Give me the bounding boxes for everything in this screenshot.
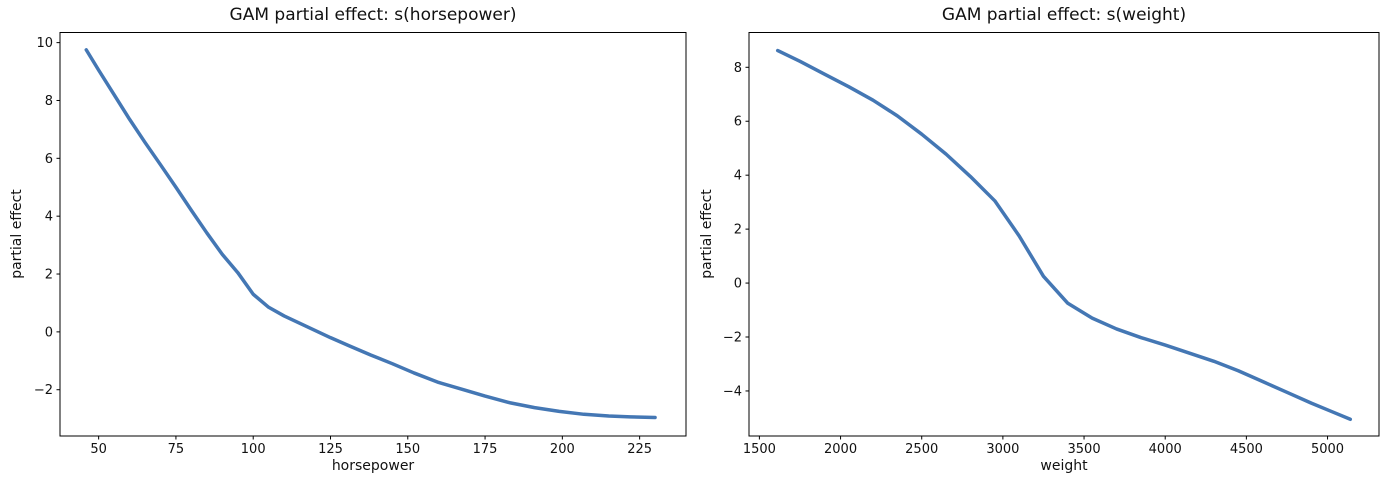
x-tick-label: 1500 bbox=[743, 442, 776, 457]
chart-title: GAM partial effect: s(weight) bbox=[941, 5, 1187, 25]
x-tick-label: 225 bbox=[627, 442, 652, 457]
y-tick-label: −2 bbox=[723, 331, 742, 346]
x-tick-label: 2500 bbox=[905, 442, 938, 457]
y-tick-label: 2 bbox=[45, 268, 53, 283]
plot-area-weight: 1500 2000 2500 3000 3500 4000 4500 5000 −4 −2 0 2 4 6… bbox=[723, 32, 1380, 457]
x-tick-label: 125 bbox=[318, 442, 343, 457]
plot-spines bbox=[59, 32, 687, 437]
y-tick-label: 0 bbox=[45, 325, 53, 340]
chart-title: GAM partial effect: s(horsepower) bbox=[229, 5, 517, 25]
gam-curve bbox=[84, 48, 657, 420]
x-tick-label: 2000 bbox=[824, 442, 857, 457]
x-axis-label: horsepower bbox=[331, 458, 415, 474]
y-tick-label: 6 bbox=[45, 152, 53, 167]
x-tick-label: 175 bbox=[473, 442, 498, 457]
y-tick-label: 8 bbox=[734, 61, 742, 76]
y-tick-label: 8 bbox=[45, 94, 53, 109]
y-tick-label: 2 bbox=[734, 223, 742, 238]
x-tick-label: 5000 bbox=[1311, 442, 1344, 457]
y-tick-label: 0 bbox=[734, 277, 742, 292]
plot-area-horsepower: 50 75 100 125 150 175 200 225 −2 0 2 4 6 8 10 bbox=[34, 32, 687, 457]
y-axis-label: partial effect bbox=[699, 189, 715, 279]
gam-curve bbox=[775, 48, 1353, 422]
plot-spines bbox=[748, 32, 1380, 437]
x-tick-label: 4000 bbox=[1149, 442, 1182, 457]
y-tick-label: 10 bbox=[36, 36, 53, 51]
x-axis-label: weight bbox=[1040, 458, 1088, 474]
x-tick-label: 4500 bbox=[1230, 442, 1263, 457]
x-tick-label: 3000 bbox=[986, 442, 1019, 457]
chart-weight: 1500 2000 2500 3000 3500 4000 4500 5000 −4 −2 0 2 4 6… bbox=[694, 0, 1389, 490]
y-tick-label: −2 bbox=[34, 383, 53, 398]
y-tick-label: −4 bbox=[723, 384, 742, 399]
y-axis-label: partial effect bbox=[9, 189, 25, 279]
x-tick-label: 200 bbox=[550, 442, 575, 457]
y-tick-label: 4 bbox=[734, 169, 742, 184]
x-tick-label: 150 bbox=[395, 442, 420, 457]
chart-horsepower: 50 75 100 125 150 175 200 225 −2 0 2 4 6 8 10 GAM part… bbox=[0, 0, 694, 490]
x-tick-label: 100 bbox=[241, 442, 266, 457]
y-tick-label: 4 bbox=[45, 210, 53, 225]
x-tick-label: 75 bbox=[168, 442, 185, 457]
x-tick-label: 3500 bbox=[1068, 442, 1101, 457]
y-tick-label: 6 bbox=[734, 115, 742, 130]
x-tick-label: 50 bbox=[90, 442, 107, 457]
